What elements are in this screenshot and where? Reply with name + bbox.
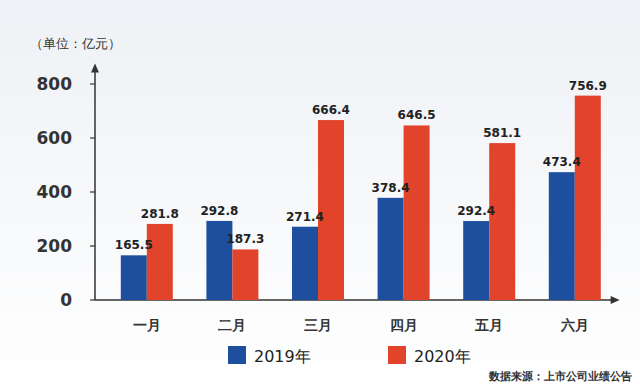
- data-label: 473.4: [543, 155, 581, 169]
- data-label: 292.8: [200, 204, 238, 218]
- data-labels: 165.5 292.8 271.4 378.4 292.4 473.4 281.8 187.3…: [115, 79, 607, 253]
- legend: 2019年 2020年: [228, 346, 471, 366]
- data-label: 165.5: [115, 238, 153, 252]
- data-label: 666.4: [312, 103, 350, 117]
- y-tick-label: 600: [37, 128, 73, 148]
- chart: 0 200 400 600 800 （单位：亿元） 一月 二月 三月 四月 五月 六月 165.5 292…: [0, 0, 640, 388]
- x-tick-label: 二月: [218, 317, 246, 333]
- bar: [404, 125, 430, 300]
- y-tick-label: 0: [60, 290, 72, 310]
- data-label: 187.3: [226, 232, 264, 246]
- y-tick: [90, 137, 95, 138]
- y-tick-label: 200: [37, 236, 73, 256]
- bar: [549, 172, 575, 300]
- y-tick: [90, 191, 95, 192]
- data-label: 292.4: [457, 204, 495, 218]
- y-axis-arrow: [91, 64, 99, 73]
- bars: [121, 96, 601, 300]
- y-tick: [90, 299, 95, 300]
- legend-swatch: [228, 346, 246, 364]
- x-tick-label: 四月: [390, 317, 418, 333]
- data-label: 378.4: [372, 181, 410, 195]
- legend-label: 2019年: [254, 347, 311, 366]
- x-tick-label: 六月: [560, 317, 589, 333]
- bar: [378, 198, 404, 300]
- y-axis: [94, 71, 96, 301]
- legend-label: 2020年: [414, 347, 471, 366]
- y-tick-label: 800: [37, 74, 73, 94]
- bar: [489, 143, 515, 300]
- x-tick-label: 一月: [133, 317, 161, 333]
- x-tick-label: 五月: [474, 317, 503, 333]
- y-tick: [90, 245, 95, 246]
- bar: [232, 249, 258, 300]
- data-label: 756.9: [569, 79, 607, 93]
- background: [0, 0, 640, 388]
- data-label: 581.1: [483, 126, 521, 140]
- y-axis-label: （单位：亿元）: [30, 36, 121, 51]
- y-tick: [90, 83, 95, 84]
- x-tick-label: 三月: [304, 317, 332, 333]
- data-label: 281.8: [141, 207, 179, 221]
- bar: [463, 221, 489, 300]
- legend-swatch: [388, 346, 406, 364]
- y-tick-label: 400: [37, 182, 73, 202]
- bar: [292, 227, 318, 300]
- bar: [147, 224, 173, 300]
- data-label: 271.4: [286, 210, 324, 224]
- source-note: 数据来源：上市公司业绩公告: [488, 370, 632, 383]
- bar: [121, 255, 147, 300]
- x-axis-arrow: [611, 296, 620, 304]
- data-label: 646.5: [398, 108, 436, 122]
- bar: [575, 96, 601, 300]
